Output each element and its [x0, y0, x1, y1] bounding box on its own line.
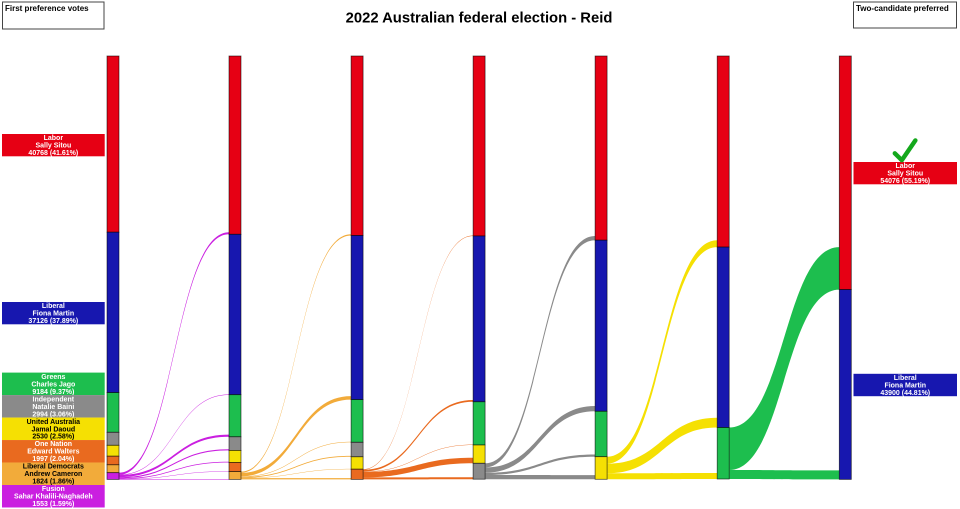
svg-text:1553 (1.59%): 1553 (1.59%) — [32, 501, 74, 508]
svg-text:37126 (37.89%): 37126 (37.89%) — [28, 318, 78, 325]
svg-text:40768 (41.61%): 40768 (41.61%) — [28, 150, 78, 157]
svg-text:One Nation: One Nation — [35, 441, 72, 448]
svg-text:Sahar Khalili-Naghadeh: Sahar Khalili-Naghadeh — [14, 494, 93, 501]
svg-text:Fiona Martin: Fiona Martin — [33, 311, 75, 318]
svg-text:43900 (44.81%): 43900 (44.81%) — [880, 390, 930, 397]
svg-text:Jamal Daoud: Jamal Daoud — [32, 426, 76, 433]
svg-text:1824 (1.86%): 1824 (1.86%) — [32, 479, 74, 486]
svg-text:2994 (3.06%): 2994 (3.06%) — [32, 411, 74, 418]
svg-text:Edward Walters: Edward Walters — [27, 449, 79, 456]
svg-text:1997 (2.04%): 1997 (2.04%) — [32, 456, 74, 463]
svg-text:Natalie Baini: Natalie Baini — [32, 404, 74, 411]
svg-text:Greens: Greens — [41, 374, 65, 381]
svg-text:Liberal: Liberal — [894, 375, 917, 382]
svg-text:2022 Australian federal electi: 2022 Australian federal election - Reid — [346, 11, 613, 27]
svg-text:Fusion: Fusion — [42, 486, 65, 493]
svg-text:Fiona Martin: Fiona Martin — [884, 382, 926, 389]
svg-text:Sally Sitou: Sally Sitou — [35, 143, 71, 150]
svg-text:54076 (55.19%): 54076 (55.19%) — [880, 178, 930, 185]
svg-text:2530 (2.58%): 2530 (2.58%) — [32, 434, 74, 441]
svg-text:Sally Sitou: Sally Sitou — [887, 171, 923, 178]
svg-text:United Australia: United Australia — [27, 419, 81, 426]
svg-text:Labor: Labor — [896, 163, 916, 170]
svg-text:Charles Jago: Charles Jago — [31, 381, 75, 388]
svg-text:Two-candidate preferred: Two-candidate preferred — [856, 4, 949, 13]
svg-text:Independent: Independent — [33, 396, 75, 403]
svg-text:Liberal Democrats: Liberal Democrats — [23, 464, 84, 471]
svg-text:Liberal: Liberal — [42, 303, 65, 310]
svg-text:Andrew Cameron: Andrew Cameron — [24, 471, 82, 478]
svg-text:9184 (9.37%): 9184 (9.37%) — [32, 389, 74, 396]
svg-text:First preference votes: First preference votes — [5, 4, 89, 13]
svg-text:Labor: Labor — [44, 135, 64, 142]
